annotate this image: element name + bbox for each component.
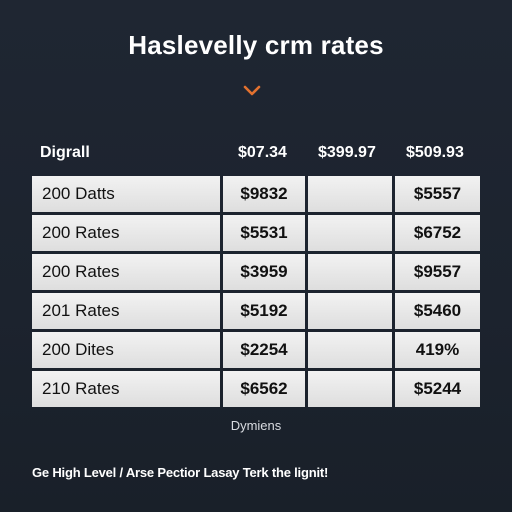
header-col2: $399.97 <box>318 144 376 161</box>
row-value-2 <box>308 332 392 368</box>
row-value-1: $9832 <box>223 176 305 212</box>
rates-table: 200 Datts $9832 $5557 200 Rates $5531 $6… <box>32 176 480 410</box>
header-label: Digrall <box>40 144 90 161</box>
row-label: 200 Datts <box>32 176 220 212</box>
row-value-3: $5244 <box>395 371 480 407</box>
table-row: 200 Dites $2254 419% <box>32 332 480 368</box>
row-label: 200 Rates <box>32 215 220 251</box>
row-label: 210 Rates <box>32 371 220 407</box>
row-value-1: $2254 <box>223 332 305 368</box>
header-col1: $07.34 <box>238 144 287 161</box>
row-value-2 <box>308 215 392 251</box>
page-title: Haslevelly crm rates <box>128 30 384 60</box>
table-row: 201 Rates $5192 $5460 <box>32 293 480 329</box>
row-label: 200 Dites <box>32 332 220 368</box>
row-label: 200 Rates <box>32 254 220 290</box>
table-row: 200 Rates $5531 $6752 <box>32 215 480 251</box>
row-value-3: 419% <box>395 332 480 368</box>
row-value-2 <box>308 371 392 407</box>
header-col3: $509.93 <box>406 144 464 161</box>
row-value-2 <box>308 254 392 290</box>
row-value-1: $5192 <box>223 293 305 329</box>
table-footnote: Dymiens <box>230 418 282 433</box>
chevron-down-icon[interactable] <box>243 84 261 98</box>
table-row: 210 Rates $6562 $5244 <box>32 371 480 407</box>
table-row: 200 Datts $9832 $5557 <box>32 176 480 212</box>
table-header: Digrall $07.34 $399.97 $509.93 <box>32 140 480 166</box>
tagline: Ge High Level / Arse Pectior Lasay Terk … <box>32 465 329 480</box>
row-value-1: $5531 <box>223 215 305 251</box>
row-value-3: $9557 <box>395 254 480 290</box>
row-value-3: $5460 <box>395 293 480 329</box>
row-label: 201 Rates <box>32 293 220 329</box>
row-value-1: $3959 <box>223 254 305 290</box>
row-value-1: $6562 <box>223 371 305 407</box>
table-row: 200 Rates $3959 $9557 <box>32 254 480 290</box>
row-value-3: $5557 <box>395 176 480 212</box>
row-value-2 <box>308 176 392 212</box>
row-value-3: $6752 <box>395 215 480 251</box>
row-value-2 <box>308 293 392 329</box>
